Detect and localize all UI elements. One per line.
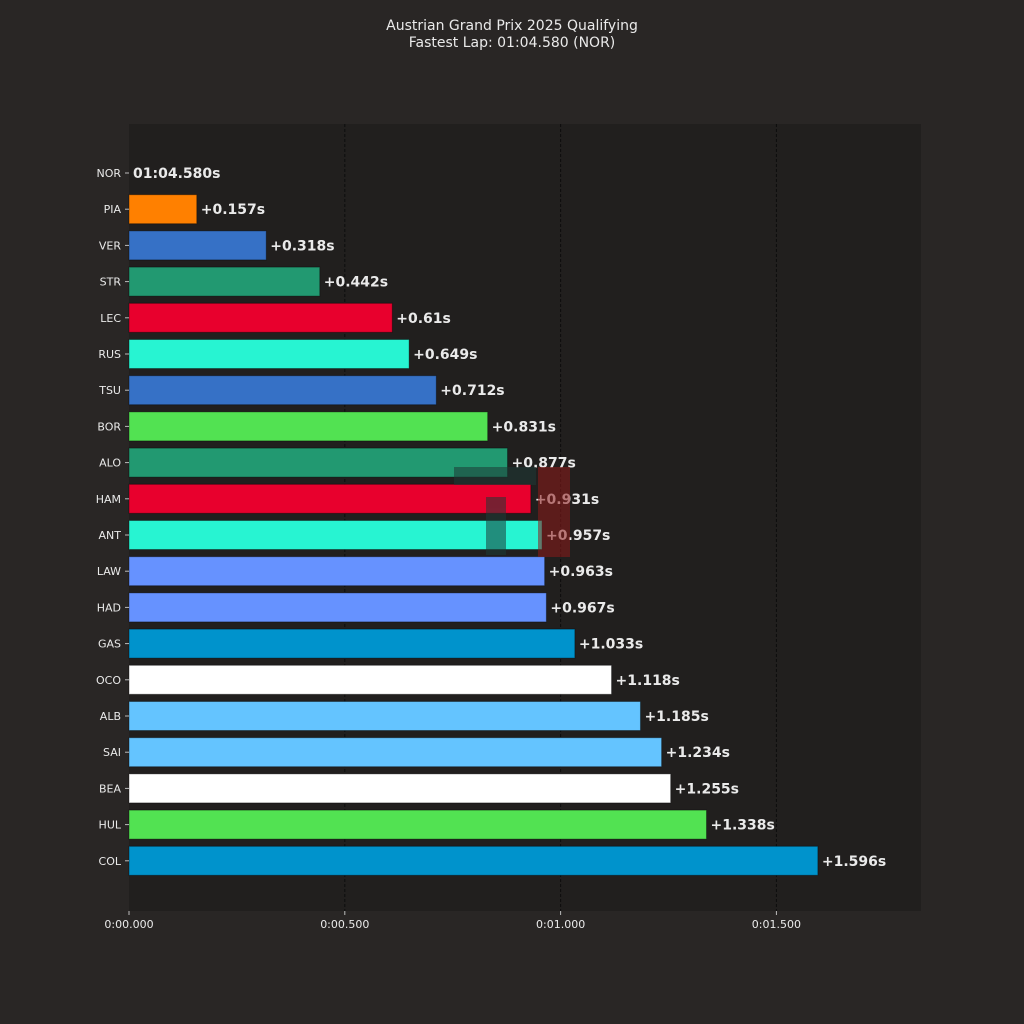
data-label: +1.338s (710, 818, 774, 834)
y-tick-label: VER (99, 239, 121, 252)
y-tick-label: OCO (96, 674, 121, 687)
data-label: +0.712s (440, 383, 504, 399)
data-label: +1.255s (675, 781, 739, 797)
y-tick-label: STR (100, 276, 122, 289)
data-label: +0.442s (324, 275, 388, 291)
y-tick-label: LEC (100, 312, 121, 325)
y-tick-label: ANT (99, 529, 122, 542)
data-label: +0.649s (413, 347, 477, 363)
data-label: 01:04.580s (133, 166, 220, 182)
bar (128, 411, 489, 442)
bar (128, 809, 707, 840)
data-label: +1.234s (666, 745, 730, 761)
bar (128, 773, 672, 804)
y-tick-label: HAD (97, 601, 121, 614)
x-tick-label: 0:00.500 (320, 918, 369, 931)
bar (128, 483, 532, 514)
y-tick-label: TSU (98, 384, 121, 397)
bar (128, 230, 267, 261)
bar (128, 664, 613, 695)
y-tick-label: PIA (104, 203, 122, 216)
y-tick-label: RUS (98, 348, 121, 361)
bar (128, 556, 546, 587)
y-tick-label: NOR (96, 167, 121, 180)
data-label: +1.185s (644, 709, 708, 725)
x-tick-label: 0:01.000 (536, 918, 585, 931)
watermark-logo (454, 467, 570, 557)
data-label: +0.157s (201, 202, 265, 218)
y-tick-label: GAS (98, 638, 121, 651)
bar (128, 845, 819, 876)
data-label: +0.963s (549, 564, 613, 580)
y-tick-label: COL (99, 855, 122, 868)
data-label: +0.831s (492, 419, 556, 435)
bar (128, 447, 509, 478)
data-label: +0.967s (550, 600, 614, 616)
y-tick-label: ALB (100, 710, 121, 723)
y-tick-label: LAW (97, 565, 121, 578)
bar (128, 266, 321, 297)
y-tick-label: SAI (103, 746, 121, 759)
bar (128, 375, 437, 406)
chart-title: Austrian Grand Prix 2025 Qualifying (386, 18, 638, 34)
data-label: +0.318s (270, 238, 334, 254)
watermark-shape (486, 497, 506, 555)
bar (128, 302, 393, 333)
bar (128, 737, 663, 768)
y-tick-label: HAM (96, 493, 121, 506)
chart-subtitle: Fastest Lap: 01:04.580 (NOR) (408, 35, 616, 51)
bar (128, 701, 641, 731)
bar (128, 194, 198, 225)
bar (128, 592, 547, 623)
y-tick-label: BOR (97, 420, 121, 433)
data-label: +1.596s (822, 854, 886, 870)
y-tick-label: HUL (99, 819, 122, 832)
watermark-shape (454, 467, 536, 485)
y-tick-label: BEA (99, 782, 121, 795)
data-label: +0.61s (396, 311, 451, 327)
x-tick-label: 0:00.000 (104, 918, 153, 931)
x-tick-label: 0:01.500 (752, 918, 801, 931)
data-label: +1.033s (579, 637, 643, 653)
bar (128, 628, 576, 659)
data-label: +1.118s (616, 673, 680, 689)
y-tick-label: ALO (99, 457, 121, 470)
bar (128, 339, 410, 369)
watermark-shape (538, 467, 570, 557)
bar (128, 520, 543, 550)
